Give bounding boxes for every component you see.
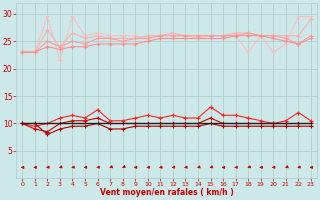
X-axis label: Vent moyen/en rafales ( km/h ): Vent moyen/en rafales ( km/h ) (100, 188, 234, 197)
